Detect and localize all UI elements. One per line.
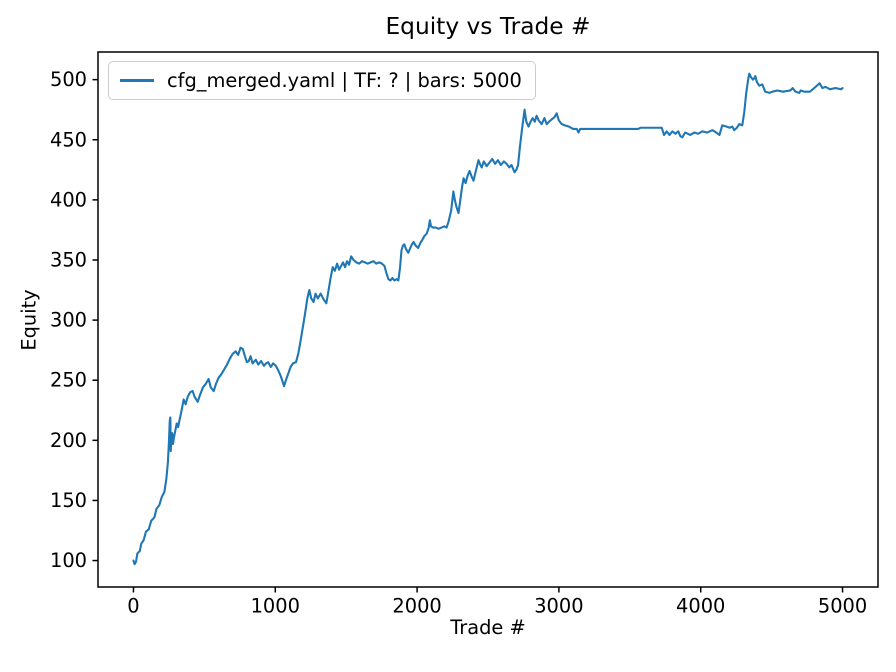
y-tick-label: 250 <box>50 369 87 392</box>
y-tick-label: 100 <box>50 549 87 572</box>
equity-line <box>132 72 844 566</box>
x-tick-label: 4000 <box>676 594 725 617</box>
y-axis-label: Equity <box>17 289 41 351</box>
x-tick-label: 1000 <box>251 594 300 617</box>
axis-ticks <box>92 78 844 593</box>
axes-spines <box>97 51 879 588</box>
legend-label: cfg_merged.yaml | TF: ? | bars: 5000 <box>167 69 522 92</box>
y-tick-label: 350 <box>50 248 87 271</box>
legend: cfg_merged.yaml | TF: ? | bars: 5000 <box>108 61 536 100</box>
y-tick-label: 500 <box>50 68 87 91</box>
x-tick-label: 0 <box>127 594 139 617</box>
chart-title: Equity vs Trade # <box>385 13 591 40</box>
y-tick-label: 450 <box>50 128 87 151</box>
x-tick-label: 2000 <box>392 594 441 617</box>
y-tick-label: 300 <box>50 309 87 332</box>
y-tick-label: 150 <box>50 489 87 512</box>
y-tick-label: 400 <box>50 188 87 211</box>
axis-tick-labels: 0 1000 2000 3000 4000 5000 100 150 200 250 300 350 4… <box>50 68 867 617</box>
x-axis-label: Trade # <box>450 616 526 639</box>
legend-line-sample-icon <box>120 79 154 82</box>
x-tick-label: 3000 <box>534 594 583 617</box>
x-tick-label: 5000 <box>818 594 867 617</box>
y-tick-label: 200 <box>50 429 87 452</box>
